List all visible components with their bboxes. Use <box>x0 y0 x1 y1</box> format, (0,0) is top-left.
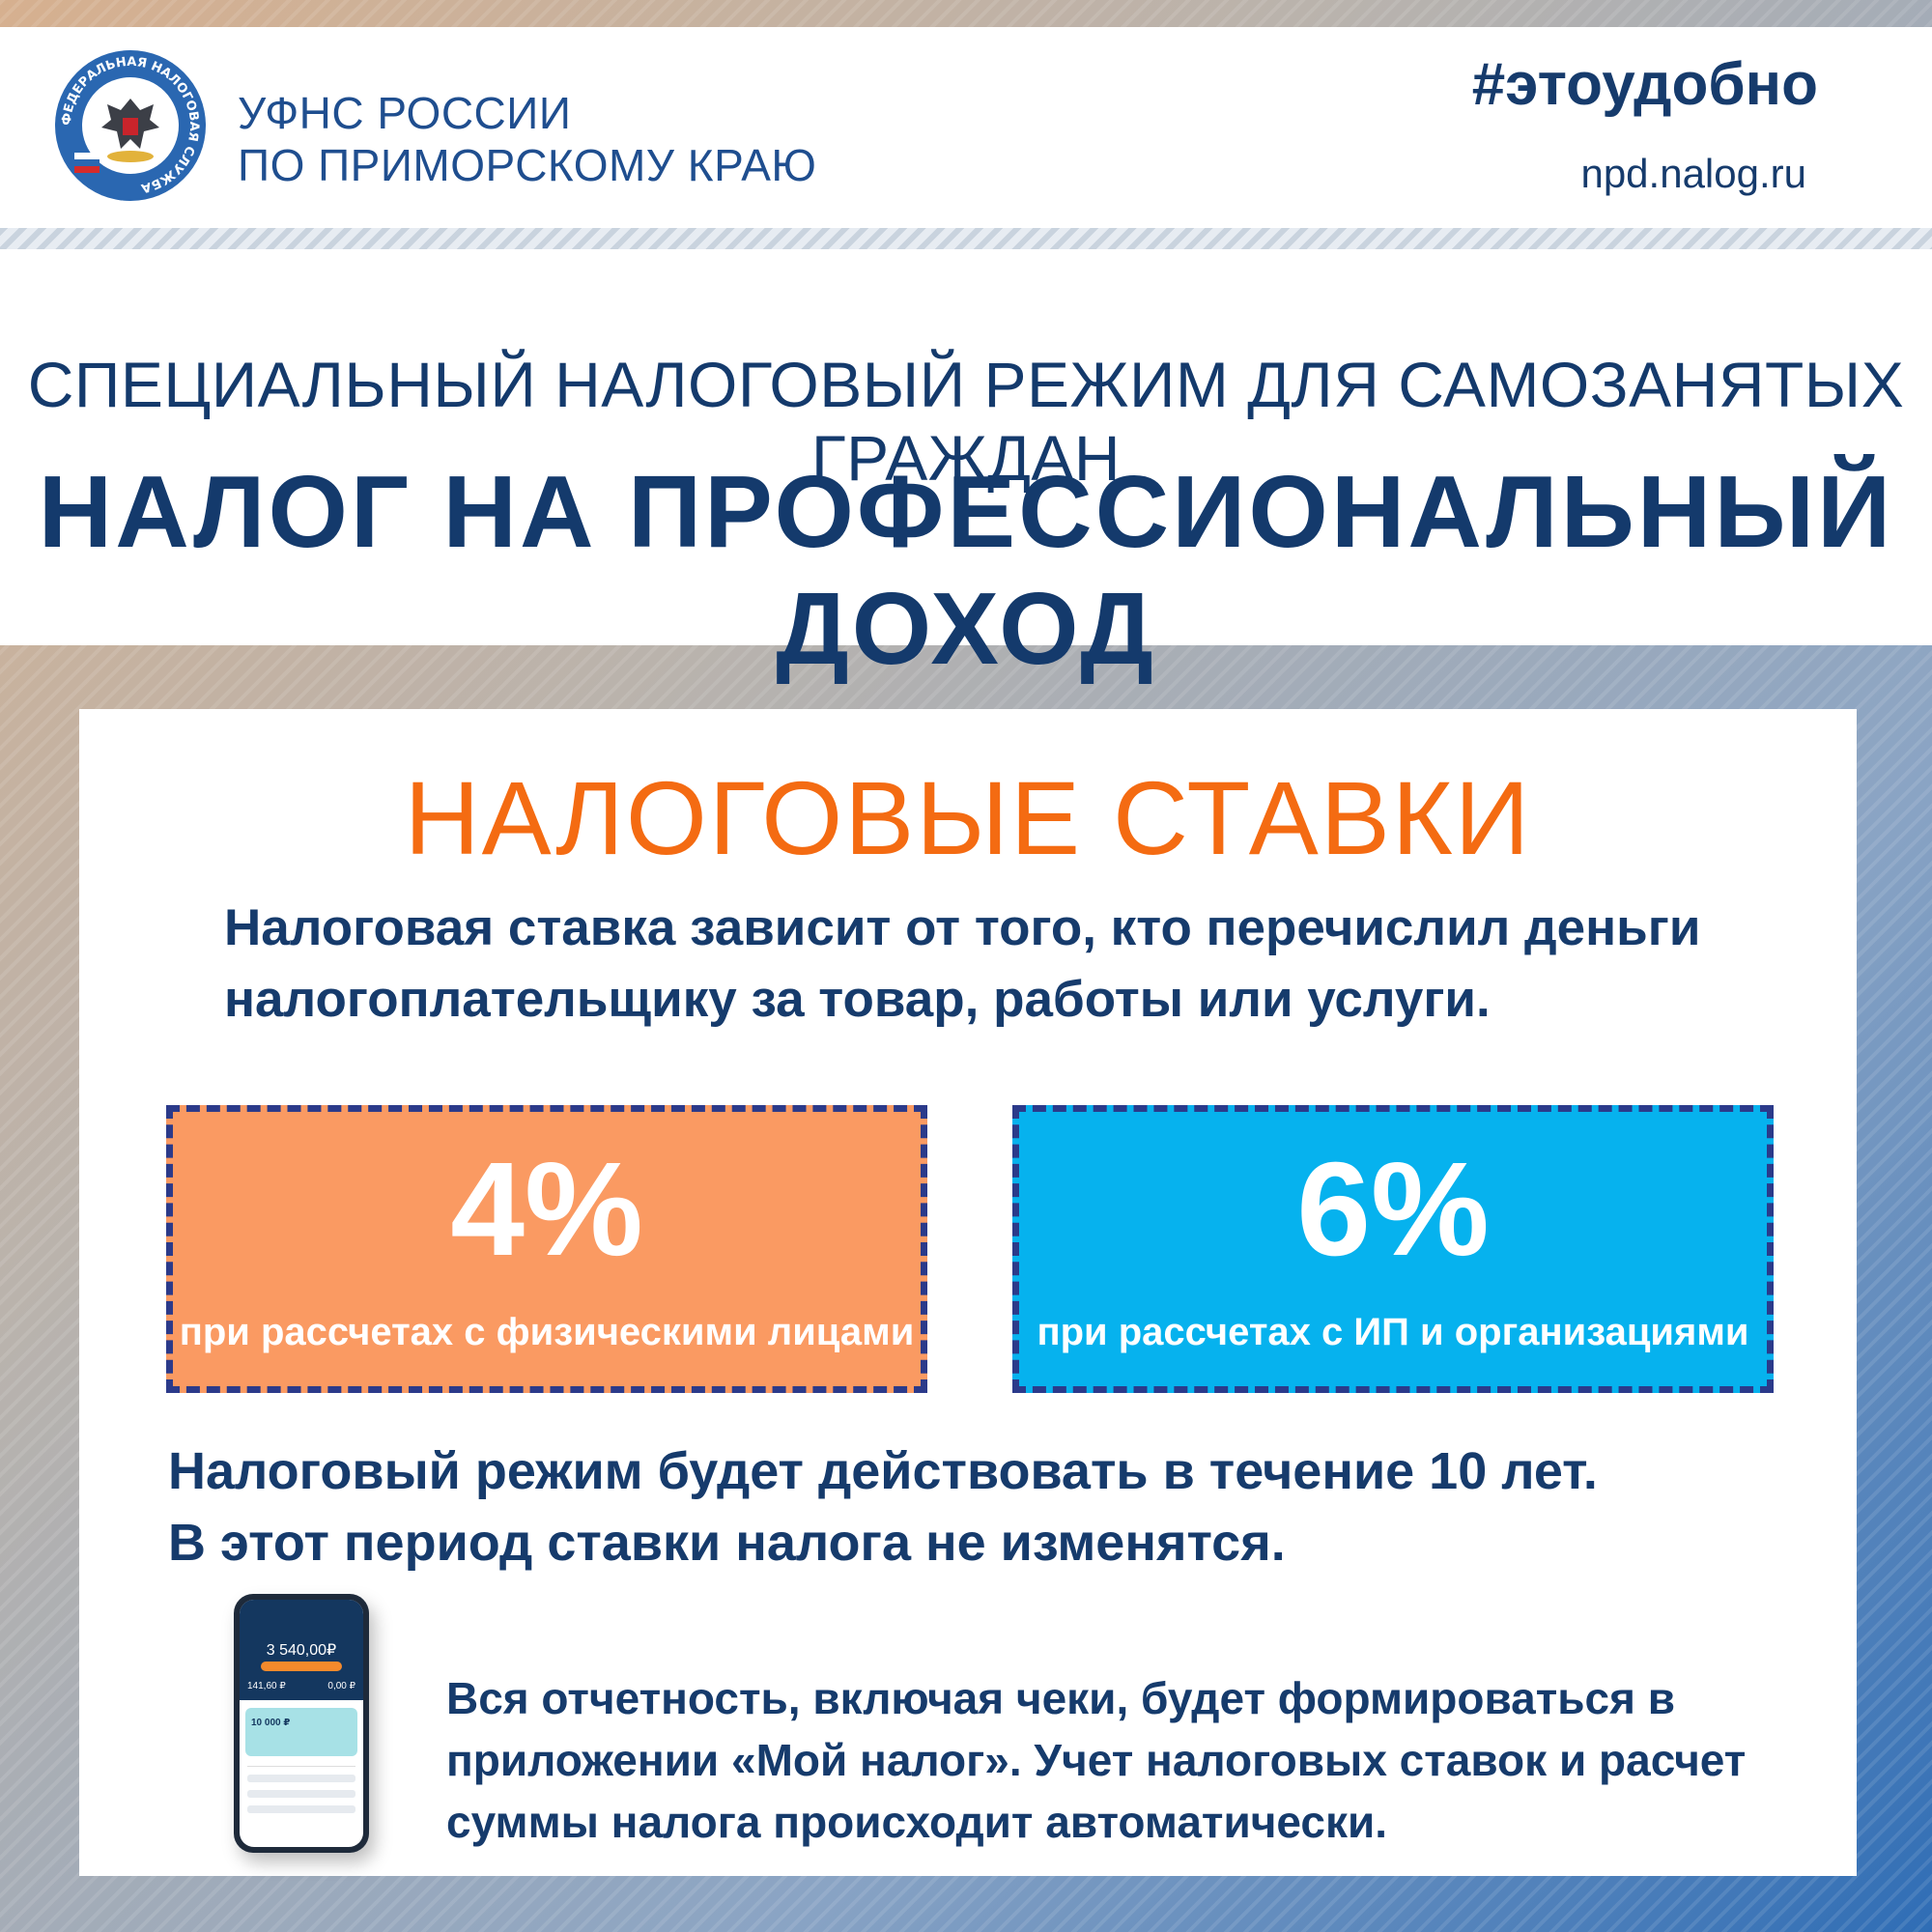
rate-card-individuals: 4% при рассчетах с физическими лицами <box>166 1105 927 1393</box>
app-info-line2: приложении «Мой налог». Учет налоговых с… <box>446 1735 1747 1785</box>
rate-description: при рассчетах с ИП и организациями <box>1037 1311 1749 1353</box>
rate-description: при рассчетах с физическими лицами <box>179 1311 915 1353</box>
header-bar <box>0 27 1932 228</box>
rates-intro: Налоговая ставка зависит от того, кто пе… <box>224 893 1770 1036</box>
phone-screen: 3 540,00₽ 141,60 ₽ 0,00 ₽ 10 000 ₽ <box>240 1600 363 1847</box>
rate-value: 4% <box>450 1135 643 1284</box>
phone-values-row: 141,60 ₽ 0,00 ₽ <box>247 1681 355 1691</box>
phone-mockup-image: 3 540,00₽ 141,60 ₽ 0,00 ₽ 10 000 ₽ <box>234 1594 369 1853</box>
phone-header <box>240 1600 363 1700</box>
rates-intro-line2: налогоплательщику за товар, работы или у… <box>224 971 1491 1028</box>
phone-amount: 3 540,00₽ <box>266 1642 337 1659</box>
page-subtitle: СПЕЦИАЛЬНЫЙ НАЛОГОВЫЙ РЕЖИМ ДЛЯ САМОЗАНЯ… <box>27 349 1905 494</box>
phone-right-value: 0,00 ₽ <box>327 1681 355 1691</box>
regime-duration: Налоговый режим будет действовать в тече… <box>168 1435 1714 1578</box>
rates-intro-line1: Налоговая ставка зависит от того, кто пе… <box>224 899 1701 956</box>
phone-list-item <box>247 1790 355 1798</box>
phone-left-value: 141,60 ₽ <box>247 1681 286 1691</box>
site-url[interactable]: npd.nalog.ru <box>1580 151 1806 196</box>
rates-title: НАЛОГОВЫЕ СТАВКИ <box>404 759 1532 876</box>
hashtag: #этоудобно <box>1471 51 1818 118</box>
header-divider <box>0 228 1932 249</box>
phone-list-item <box>247 1805 355 1813</box>
rate-value: 6% <box>1296 1135 1490 1284</box>
fns-emblem-icon: ФЕДЕРАЛЬНАЯ НАЛОГОВАЯ СЛУЖБА <box>55 50 206 201</box>
phone-promo-card: 10 000 ₽ <box>245 1708 357 1756</box>
page-title: НАЛОГ НА ПРОФЕССИОНАЛЬНЫЙ ДОХОД <box>38 455 1894 686</box>
org-name-line1: УФНС РОССИИ <box>238 88 572 138</box>
app-info-line3: суммы налога происходит автоматически. <box>446 1797 1388 1847</box>
regime-duration-line2: В этот период ставки налога не изменятся… <box>168 1514 1286 1572</box>
phone-card-value: 10 000 ₽ <box>251 1718 291 1728</box>
rate-card-organizations: 6% при рассчетах с ИП и организациями <box>1012 1105 1774 1393</box>
regime-duration-line1: Налоговый режим будет действовать в тече… <box>168 1442 1598 1500</box>
app-info-line1: Вся отчетность, включая чеки, будет форм… <box>446 1673 1676 1723</box>
rates-panel: НАЛОГОВЫЕ СТАВКИ Налоговая ставка зависи… <box>79 709 1857 1876</box>
org-name: УФНС РОССИИ ПО ПРИМОРСКОМУ КРАЮ <box>238 87 816 191</box>
phone-operations-list <box>247 1766 355 1825</box>
app-info: Вся отчетность, включая чеки, будет форм… <box>446 1667 1818 1853</box>
title-band <box>0 249 1932 645</box>
org-name-line2: ПО ПРИМОРСКОМУ КРАЮ <box>238 140 817 190</box>
phone-button <box>261 1662 342 1671</box>
phone-list-item <box>247 1775 355 1782</box>
